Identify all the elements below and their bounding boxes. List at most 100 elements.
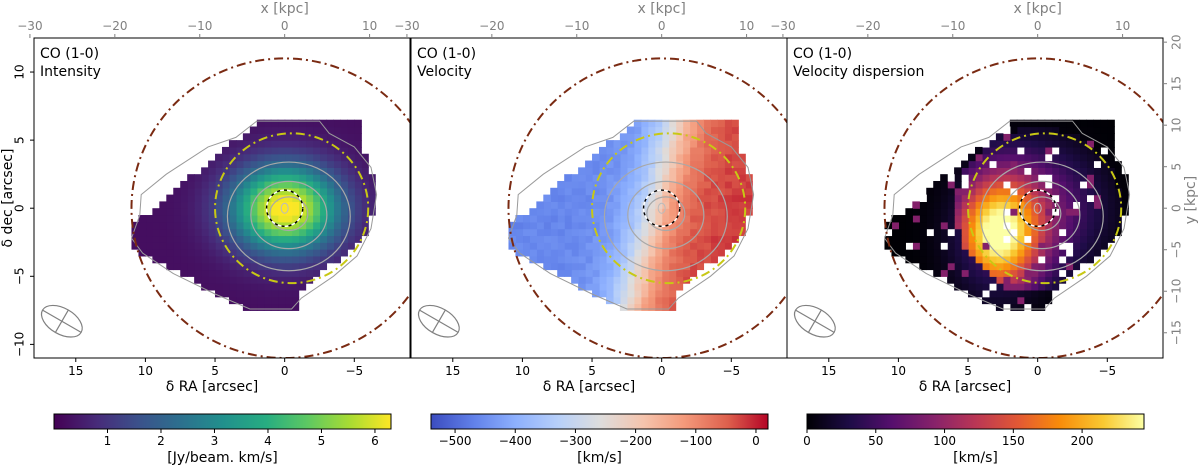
- pixel: [249, 255, 258, 264]
- pixel: [975, 160, 983, 168]
- pixel: [305, 201, 314, 209]
- pixel: [988, 289, 997, 298]
- pixel: [1037, 262, 1046, 271]
- pixel: [173, 228, 181, 237]
- x-tick-label: 10: [138, 364, 153, 378]
- pixel: [612, 187, 621, 196]
- pixel: [689, 201, 698, 209]
- pixel: [557, 228, 565, 237]
- pixel: [249, 140, 258, 148]
- pixel: [312, 119, 321, 128]
- pixel: [592, 242, 600, 250]
- pixel: [661, 153, 670, 162]
- pixel: [599, 283, 607, 291]
- pixel: [284, 174, 293, 182]
- pixel: [291, 283, 300, 291]
- pixel: [647, 194, 656, 203]
- pixel: [249, 126, 258, 134]
- panel-title-line1: CO (1-0): [40, 46, 99, 62]
- pixel: [571, 215, 579, 223]
- pixel: [326, 194, 335, 203]
- pixel: [1079, 133, 1088, 141]
- pixel: [981, 228, 990, 237]
- pixel: [242, 249, 251, 257]
- pixel: [647, 249, 656, 257]
- pixel: [661, 215, 670, 223]
- pixel: [249, 289, 258, 298]
- pixel: [731, 167, 739, 175]
- pixel: [536, 201, 544, 209]
- pixel: [235, 167, 244, 175]
- pixel: [249, 208, 258, 216]
- pixel: [1086, 215, 1094, 223]
- pixel: [668, 262, 677, 271]
- pixel: [661, 187, 670, 196]
- pixel: [180, 187, 188, 196]
- pixel: [633, 289, 642, 298]
- pixel: [724, 208, 732, 216]
- x-tick-label: −5: [1098, 364, 1116, 378]
- core-circle-light: [1018, 189, 1057, 228]
- pixel: [933, 194, 941, 203]
- pixel: [1009, 140, 1018, 148]
- pixel: [654, 289, 663, 298]
- pixel: [277, 276, 286, 284]
- pixel: [1107, 119, 1115, 128]
- pixel: [1044, 126, 1053, 134]
- pixel: [242, 235, 251, 243]
- pixel: [675, 180, 684, 189]
- pixel: [215, 174, 223, 182]
- colorbar-tick-label: 2: [157, 434, 165, 448]
- pixel: [270, 276, 279, 284]
- pixel: [926, 201, 934, 209]
- pixel: [1002, 153, 1011, 162]
- pixel: [731, 180, 739, 189]
- pixel: [654, 255, 663, 264]
- pixel: [187, 235, 195, 243]
- pixel: [995, 140, 1004, 148]
- pixel: [633, 208, 642, 216]
- pixel: [696, 187, 705, 196]
- pixel: [1072, 194, 1081, 203]
- pixel: [654, 269, 663, 277]
- pixel: [995, 242, 1004, 250]
- pixel: [626, 303, 635, 311]
- pixel: [319, 180, 328, 189]
- pixel: [284, 187, 293, 196]
- pixel: [1044, 167, 1053, 175]
- pixel: [696, 221, 705, 230]
- pixel: [326, 167, 335, 175]
- pixel: [235, 180, 244, 189]
- contour-level: [979, 161, 1104, 272]
- pixel: [256, 201, 265, 209]
- pixel: [1002, 221, 1011, 230]
- pixel: [270, 167, 279, 175]
- pixel: [361, 208, 369, 216]
- pixel: [305, 249, 314, 257]
- pixel: [599, 269, 607, 277]
- pixel: [256, 289, 265, 298]
- pixel: [647, 276, 656, 284]
- pixel: [654, 249, 663, 257]
- pixel: [312, 160, 321, 168]
- pixel: [277, 235, 286, 243]
- pixel: [305, 255, 314, 264]
- pixel: [571, 180, 579, 189]
- pixel: [326, 228, 335, 237]
- pixel: [263, 242, 272, 250]
- pixel: [940, 201, 948, 209]
- pixel: [1030, 249, 1039, 257]
- pixel: [326, 255, 335, 264]
- pixel: [1002, 242, 1011, 250]
- pixel: [1016, 289, 1025, 298]
- pixel: [919, 249, 927, 257]
- pixel: [1100, 208, 1108, 216]
- pixel: [1086, 133, 1094, 141]
- pixel: [961, 235, 969, 243]
- pixel: [194, 215, 202, 223]
- pixel: [689, 228, 698, 237]
- pixel: [235, 215, 244, 223]
- pixel: [145, 235, 153, 243]
- pixel: [1058, 126, 1067, 134]
- pixel: [961, 249, 969, 257]
